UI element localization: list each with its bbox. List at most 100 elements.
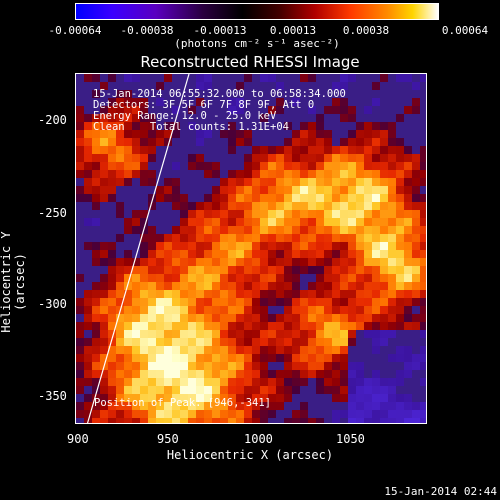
- heatmap-cell: [420, 162, 426, 170]
- heatmap-cell: [140, 194, 148, 202]
- heatmap-cell: [140, 74, 148, 82]
- heatmap-cell: [284, 210, 292, 218]
- heatmap-cell: [252, 378, 260, 386]
- heatmap-cell: [324, 82, 332, 90]
- heatmap-cell: [188, 346, 196, 354]
- heatmap-cell: [388, 138, 396, 146]
- heatmap-cell: [124, 354, 132, 362]
- heatmap-cell: [116, 322, 124, 330]
- heatmap-cell: [364, 194, 372, 202]
- heatmap-cell: [268, 362, 276, 370]
- heatmap-cell: [324, 250, 332, 258]
- heatmap-cell: [140, 106, 148, 114]
- heatmap-cell: [308, 226, 316, 234]
- heatmap-cell: [212, 274, 220, 282]
- heatmap-cell: [300, 170, 308, 178]
- heatmap-cell: [372, 226, 380, 234]
- heatmap-cell: [324, 178, 332, 186]
- heatmap-cell: [332, 274, 340, 282]
- heatmap-cell: [236, 250, 244, 258]
- heatmap-cell: [164, 218, 172, 226]
- heatmap-cell: [244, 146, 252, 154]
- heatmap-cell: [380, 186, 388, 194]
- heatmap-cell: [108, 114, 116, 122]
- heatmap-cell: [204, 346, 212, 354]
- heatmap-cell: [404, 106, 412, 114]
- heatmap-cell: [364, 82, 372, 90]
- heatmap-cell: [108, 314, 116, 322]
- heatmap-cell: [92, 274, 100, 282]
- heatmap-cell: [332, 226, 340, 234]
- heatmap-cell: [260, 226, 268, 234]
- heatmap-cell: [260, 258, 268, 266]
- heatmap-cell: [108, 154, 116, 162]
- heatmap-cell: [316, 202, 324, 210]
- heatmap-cell: [316, 298, 324, 306]
- heatmap-cell: [140, 298, 148, 306]
- heatmap-cell: [244, 314, 252, 322]
- heatmap-cell: [268, 202, 276, 210]
- heatmap-cell: [420, 330, 426, 338]
- heatmap-cell: [308, 90, 316, 98]
- heatmap-cell: [172, 338, 180, 346]
- heatmap-cell: [316, 410, 324, 418]
- heatmap-cell: [76, 322, 84, 330]
- heatmap-cell: [252, 402, 260, 410]
- heatmap-cell: [412, 258, 420, 266]
- heatmap-cell: [420, 194, 426, 202]
- heatmap-cell: [244, 354, 252, 362]
- heatmap-cell: [84, 82, 92, 90]
- heatmap-cell: [180, 402, 188, 410]
- heatmap-cell: [84, 74, 92, 82]
- y-tick-label: -300: [38, 297, 67, 311]
- heatmap-cell: [308, 354, 316, 362]
- heatmap-cell: [284, 370, 292, 378]
- heatmap-cell: [284, 274, 292, 282]
- heatmap-cell: [348, 266, 356, 274]
- heatmap-cell: [412, 354, 420, 362]
- heatmap-cell: [228, 146, 236, 154]
- heatmap-cell: [316, 306, 324, 314]
- heatmap-cell: [324, 74, 332, 82]
- heatmap-cell: [140, 290, 148, 298]
- heatmap-cell: [348, 258, 356, 266]
- heatmap-cell: [92, 138, 100, 146]
- heatmap-cell: [196, 242, 204, 250]
- heatmap-cell: [380, 362, 388, 370]
- heatmap-cell: [188, 242, 196, 250]
- heatmap-cell: [84, 250, 92, 258]
- heatmap-cell: [108, 346, 116, 354]
- heatmap-cell: [236, 402, 244, 410]
- heatmap-cell: [324, 154, 332, 162]
- heatmap-cell: [188, 418, 196, 423]
- heatmap-cell: [340, 178, 348, 186]
- heatmap-cell: [140, 130, 148, 138]
- heatmap-cell: [204, 186, 212, 194]
- heatmap-cell: [76, 98, 84, 106]
- heatmap-cell: [316, 186, 324, 194]
- heatmap-cell: [340, 162, 348, 170]
- heatmap-cell: [404, 178, 412, 186]
- heatmap-cell: [372, 218, 380, 226]
- heatmap-cell: [420, 210, 426, 218]
- heatmap-cell: [156, 138, 164, 146]
- heatmap-cell: [348, 130, 356, 138]
- heatmap-cell: [300, 298, 308, 306]
- heatmap-cell: [308, 290, 316, 298]
- heatmap-cell: [252, 162, 260, 170]
- heatmap-cell: [284, 402, 292, 410]
- heatmap-cell: [300, 226, 308, 234]
- heatmap-cell: [212, 418, 220, 423]
- heatmap-cell: [156, 418, 164, 423]
- heatmap-cell: [292, 154, 300, 162]
- heatmap-cell: [236, 82, 244, 90]
- heatmap-cell: [236, 370, 244, 378]
- heatmap-cell: [196, 98, 204, 106]
- heatmap-cell: [148, 330, 156, 338]
- heatmap-cell: [340, 130, 348, 138]
- colorbar-tick: 0.00013: [269, 24, 317, 37]
- heatmap-cell: [84, 402, 92, 410]
- heatmap-cell: [300, 370, 308, 378]
- heatmap-cell: [212, 402, 220, 410]
- heatmap-cell: [340, 290, 348, 298]
